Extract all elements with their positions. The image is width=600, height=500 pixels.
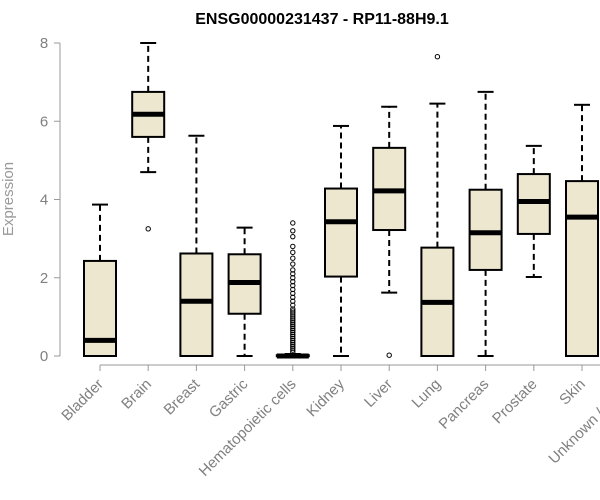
y-tick-label: 6 — [40, 113, 48, 130]
x-tick-label: Brain — [118, 376, 155, 413]
outlier-point — [290, 243, 296, 250]
box-brain — [131, 42, 166, 232]
y-tick-label: 4 — [40, 192, 48, 209]
outlier-point — [290, 267, 296, 273]
y-tick-label: 0 — [40, 348, 48, 365]
box-skin — [565, 103, 599, 357]
box-lung — [420, 53, 455, 357]
box-series — [83, 42, 599, 359]
outlier-point — [290, 228, 296, 234]
x-tick-label: Bladder — [58, 376, 107, 425]
box-liver — [372, 105, 407, 358]
iqr-box — [324, 187, 358, 278]
y-tick-label: 8 — [40, 35, 48, 52]
box-pancreas — [468, 90, 503, 357]
x-tick-label: Skin — [556, 376, 589, 409]
outlier-point — [290, 255, 296, 261]
box-breast — [179, 134, 214, 357]
iqr-box — [565, 180, 599, 357]
outlier-point — [290, 308, 296, 314]
x-tick-label: Liver — [361, 376, 396, 411]
y-axis-label: Expression — [0, 162, 17, 236]
x-tick-label: Kidney — [303, 375, 348, 420]
box-kidney — [324, 124, 358, 357]
outlier-point — [434, 53, 441, 60]
iqr-box — [468, 188, 503, 271]
outlier-point — [145, 226, 151, 232]
outlier-point — [290, 233, 296, 240]
y-axis: 0 2 4 6 8 — [40, 35, 61, 365]
x-tick-label: Pancreas — [436, 376, 493, 433]
outlier-point — [386, 352, 392, 358]
y-tick-label: 2 — [40, 270, 48, 287]
outlier-point — [290, 249, 296, 256]
box-gastric — [227, 226, 262, 357]
outlier-point — [290, 261, 296, 267]
box-bladder — [83, 203, 117, 357]
x-tick-label: Prostate — [489, 376, 541, 428]
x-tick-label: Breast — [161, 375, 204, 418]
box-prostate — [516, 144, 551, 278]
chart-title: ENSG00000231437 - RP11-88H9.1 — [195, 11, 449, 28]
iqr-box — [516, 173, 551, 235]
iqr-box — [179, 252, 214, 357]
x-tick-label: Gastric — [206, 375, 252, 421]
outlier-point — [290, 220, 296, 226]
box-hematopoietic-cells — [275, 220, 310, 359]
x-tick-label: Lung — [409, 376, 445, 412]
